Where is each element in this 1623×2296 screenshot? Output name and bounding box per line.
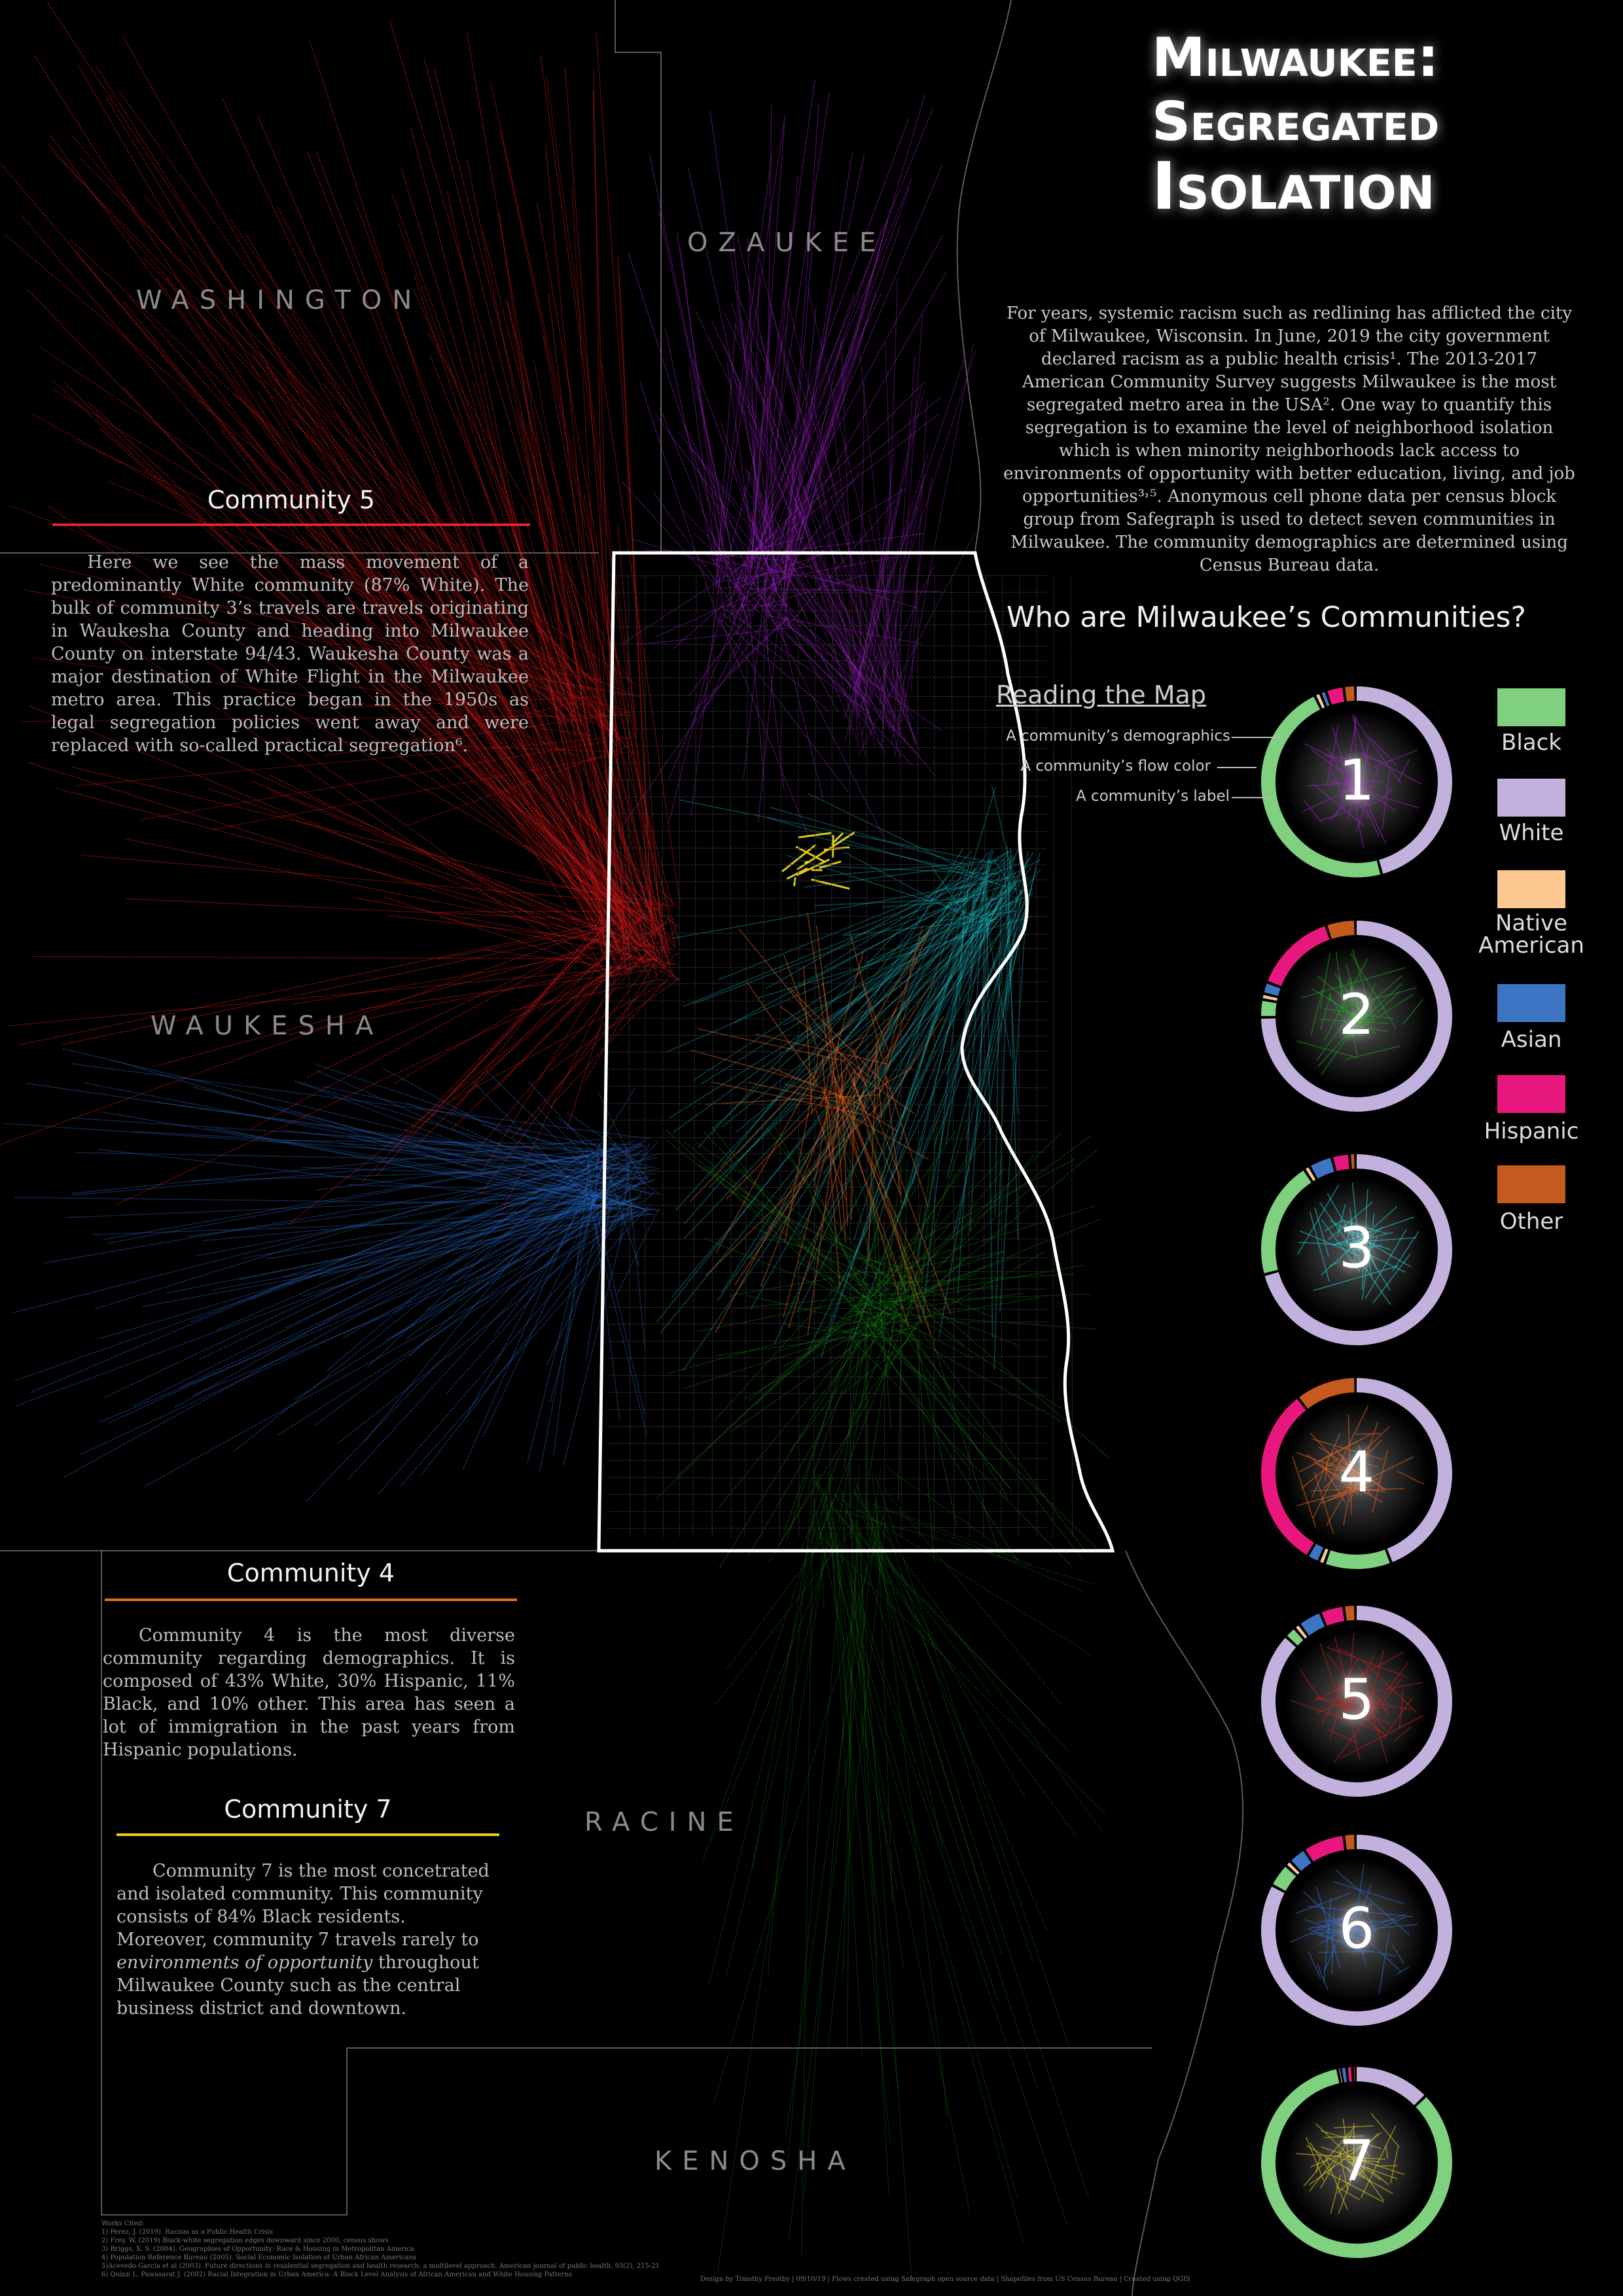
community-2-ring: [1261, 921, 1452, 1112]
intro-paragraph: For years, systemic racism such as redli…: [1003, 304, 1575, 575]
design-credit: Design by Timothy Prestby | 09/10/19 | F…: [700, 2276, 1190, 2283]
county-label-ozaukee: OZAUKEE: [687, 228, 887, 258]
works-cited-line: 5)Acevedo-Garcia et al (2003). Future di…: [101, 2263, 660, 2270]
legend-swatch-white: [1497, 779, 1565, 817]
legend-label-hispanic: Hispanic: [1484, 1118, 1579, 1144]
legend-label-black: Black: [1501, 730, 1561, 756]
ring-segment-hispanic: [1261, 1378, 1452, 1569]
ring-segment-white: [1261, 921, 1452, 1112]
county-borders: [0, 0, 1244, 2296]
county-label-racine: RACINE: [584, 1807, 744, 1837]
reading-map-heading: Reading the Map: [996, 680, 1206, 709]
milwaukee-county-boundary: [597, 551, 1115, 1553]
ring-segment-white: [1261, 2067, 1452, 2258]
community-4-heading: Community 4: [226, 1559, 395, 1587]
legend-label-other: Other: [1499, 1209, 1563, 1235]
community-1-ring: [1261, 686, 1452, 877]
community-7-text-end: throughout Milwaukee County such as the …: [116, 1952, 479, 2019]
community-6-ring: [1261, 1835, 1452, 2026]
works-cited-line: 1) Perez, J. (2019). Racism as a Public …: [101, 2229, 274, 2236]
legend-label-asian: Asian: [1501, 1027, 1562, 1053]
works-cited-line: Works Cited:: [101, 2220, 145, 2227]
legend-label-native-american: Native American: [1478, 910, 1584, 959]
legend-swatch-asian: [1497, 984, 1565, 1022]
community-3-ring: [1261, 1154, 1452, 1345]
ring-segment-white: [1261, 1378, 1452, 1569]
community-1-label: 1: [1338, 748, 1375, 813]
community-4-ring: [1261, 1378, 1452, 1569]
community-4-text: Community 4 is the most diverse communit…: [103, 1625, 515, 1760]
community-3-label: 3: [1338, 1216, 1375, 1281]
legend-swatch-black: [1497, 688, 1565, 726]
works-cited-line: 3) Briggs, X. S. (2004). Geographies of …: [101, 2246, 414, 2253]
community-7-heading: Community 7: [224, 1795, 392, 1824]
ring-segment-black: [1261, 686, 1452, 877]
legend-label-white: White: [1499, 820, 1564, 846]
communities-heading: Who are Milwaukee’s Communities?: [1007, 601, 1526, 634]
reading-flow-color-label: A community’s flow color: [1020, 758, 1211, 775]
works-cited-line: 4) Population Reference Bureau (2005). S…: [101, 2254, 416, 2261]
works-cited-line: 6) Quinn L. Pawasarat J. (2002) Racial I…: [101, 2271, 573, 2278]
community-7-text: Community 7 is the most concetrated and …: [116, 1860, 499, 2020]
ring-segment-white: [1261, 1835, 1452, 2026]
ring-segment-black: [1261, 2067, 1452, 2258]
ring-segment-white: [1261, 1154, 1452, 1345]
ring-segment-white: [1261, 686, 1452, 877]
ring-segment-black: [1261, 1378, 1452, 1569]
title-line-3: Isolation: [1152, 148, 1435, 224]
county-label-kenosha: KENOSHA: [654, 2146, 856, 2176]
community-4-rule: [105, 1598, 517, 1601]
community-4-label: 4: [1338, 1439, 1375, 1505]
legend-swatch-other: [1497, 1165, 1565, 1203]
flow-lines: [0, 1, 1110, 2282]
community-7-ring: [1261, 2067, 1452, 2258]
census-tracts: [608, 574, 1073, 1538]
community-7-text-start: Community 7 is the most concetrated and …: [116, 1861, 490, 1950]
community-5-rule: [52, 523, 530, 526]
reading-label-label: A community’s label: [1076, 788, 1230, 805]
community-7-text-emphasis: environments of opportunity: [116, 1952, 373, 1973]
legend-swatch-native-american: [1497, 870, 1565, 908]
works-cited-line: 2) Frey, W. (2019) Black-white segregati…: [101, 2237, 389, 2244]
community-7-rule: [116, 1833, 499, 1836]
community-5-ring: [1261, 1606, 1452, 1797]
community-2-label: 2: [1338, 982, 1375, 1048]
community-5-text: Here we see the mass movement of a predo…: [51, 552, 529, 756]
community-5-label: 5: [1338, 1667, 1375, 1733]
reading-demographics-label: A community’s demographics: [1006, 728, 1230, 745]
reading-leader-lines: [1217, 737, 1279, 798]
community-5-heading: Community 5: [207, 486, 376, 514]
title-line-2: Segregated: [1152, 91, 1440, 153]
community-7-label: 7: [1338, 2128, 1375, 2194]
county-label-waukesha: WAUKESHA: [151, 1011, 384, 1041]
community-rings: [1261, 686, 1452, 2258]
poster-title: Milwaukee: Segregated Isolation: [1152, 26, 1439, 219]
legend-swatch-hispanic: [1497, 1075, 1565, 1113]
ring-segment-white: [1261, 1606, 1452, 1797]
county-label-washington: WASHINGTON: [136, 285, 423, 315]
ring-segment-black: [1261, 1154, 1452, 1345]
community-6-label: 6: [1338, 1896, 1375, 1962]
title-line-1: Milwaukee:: [1152, 27, 1439, 89]
works-cited: Works Cited: 1) Perez, J. (2019). Racism…: [101, 2219, 756, 2279]
